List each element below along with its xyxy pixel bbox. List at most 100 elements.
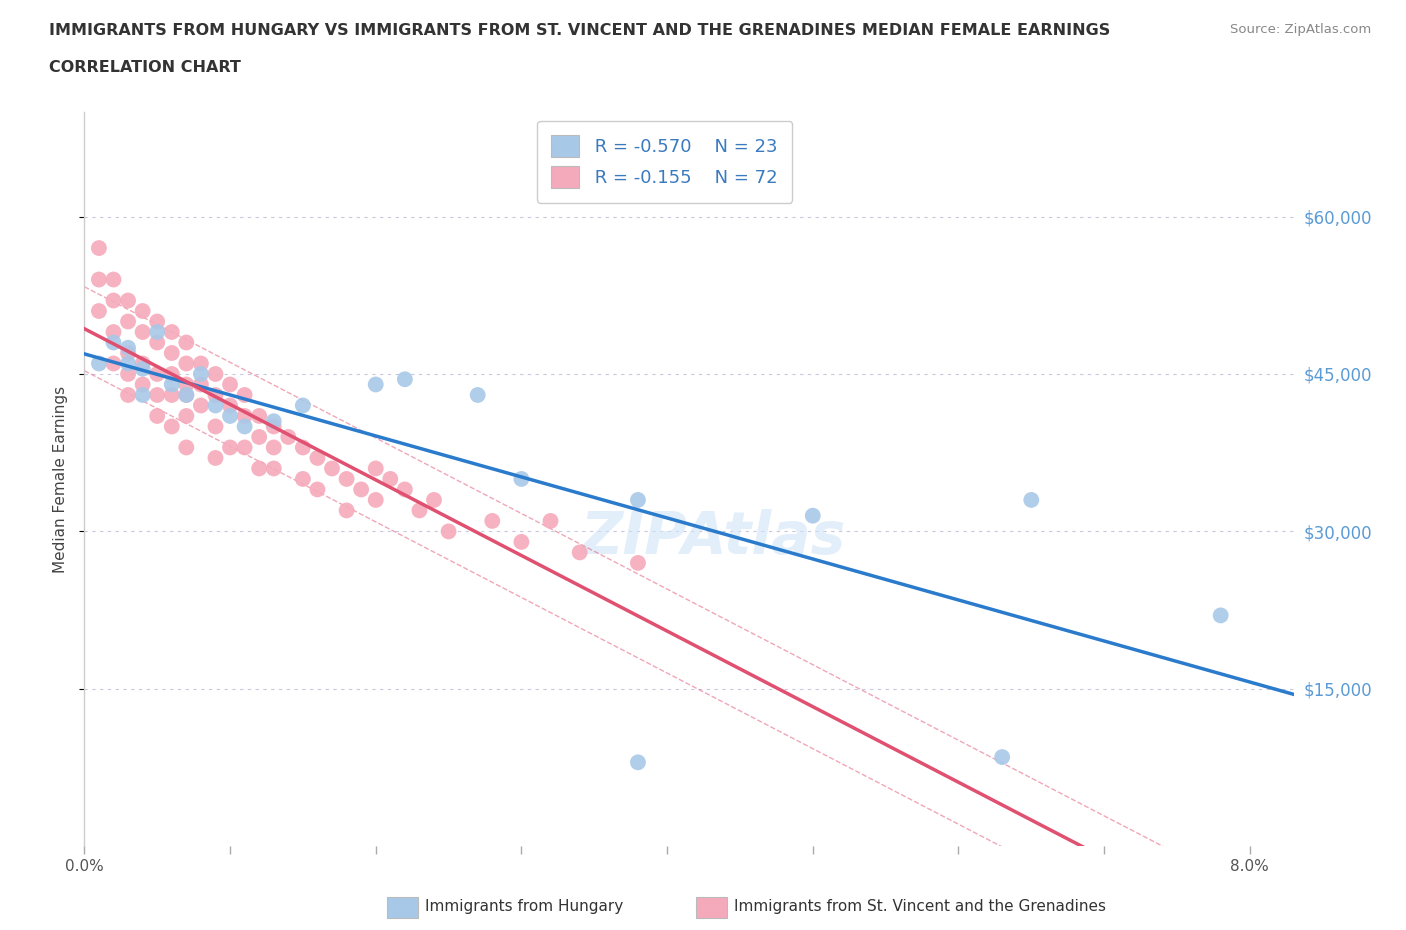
Point bbox=[131, 356, 153, 371]
Point bbox=[190, 377, 212, 392]
Point bbox=[204, 366, 226, 381]
Point bbox=[394, 372, 416, 387]
Point bbox=[364, 461, 387, 476]
Point bbox=[364, 493, 387, 508]
Point bbox=[87, 272, 110, 287]
Point bbox=[204, 450, 226, 465]
Point bbox=[510, 472, 533, 486]
Text: ZIPAtlas: ZIPAtlas bbox=[581, 510, 846, 566]
Point bbox=[350, 482, 373, 497]
Point bbox=[176, 377, 198, 392]
Point bbox=[204, 398, 226, 413]
Point bbox=[204, 388, 226, 403]
Point bbox=[103, 272, 125, 287]
Point bbox=[117, 366, 139, 381]
Point bbox=[307, 450, 329, 465]
Point bbox=[146, 314, 169, 329]
Point bbox=[160, 388, 183, 403]
Y-axis label: Median Female Earnings: Median Female Earnings bbox=[53, 385, 69, 573]
Point bbox=[394, 482, 416, 497]
Point bbox=[233, 440, 256, 455]
Point bbox=[131, 325, 153, 339]
Point bbox=[1209, 608, 1232, 623]
Point bbox=[87, 241, 110, 256]
Point bbox=[321, 461, 343, 476]
Point bbox=[160, 346, 183, 361]
Point bbox=[103, 293, 125, 308]
Text: Source: ZipAtlas.com: Source: ZipAtlas.com bbox=[1230, 23, 1371, 36]
Point bbox=[540, 513, 562, 528]
Point bbox=[467, 388, 489, 403]
Point bbox=[117, 293, 139, 308]
Point bbox=[219, 440, 242, 455]
Point bbox=[176, 356, 198, 371]
Text: Immigrants from Hungary: Immigrants from Hungary bbox=[425, 899, 623, 914]
Point bbox=[176, 408, 198, 423]
Point bbox=[247, 408, 270, 423]
Point bbox=[117, 388, 139, 403]
Point bbox=[103, 356, 125, 371]
Point bbox=[233, 419, 256, 434]
Point bbox=[87, 356, 110, 371]
Point bbox=[146, 335, 169, 350]
Point bbox=[219, 408, 242, 423]
Point bbox=[263, 419, 285, 434]
Point bbox=[117, 314, 139, 329]
Point bbox=[481, 513, 503, 528]
Point bbox=[176, 388, 198, 403]
Point bbox=[131, 303, 153, 318]
Point bbox=[160, 366, 183, 381]
Text: IMMIGRANTS FROM HUNGARY VS IMMIGRANTS FROM ST. VINCENT AND THE GRENADINES MEDIAN: IMMIGRANTS FROM HUNGARY VS IMMIGRANTS FR… bbox=[49, 23, 1111, 38]
Point bbox=[291, 440, 314, 455]
Text: CORRELATION CHART: CORRELATION CHART bbox=[49, 60, 240, 75]
Point bbox=[146, 388, 169, 403]
Point bbox=[103, 325, 125, 339]
Point bbox=[291, 398, 314, 413]
Point bbox=[160, 377, 183, 392]
Point bbox=[204, 419, 226, 434]
Point bbox=[263, 414, 285, 429]
Point bbox=[176, 388, 198, 403]
Point bbox=[131, 377, 153, 392]
Point bbox=[131, 362, 153, 377]
Point bbox=[437, 524, 460, 538]
Point bbox=[568, 545, 591, 560]
Point bbox=[117, 356, 139, 371]
Point bbox=[117, 346, 139, 361]
Point bbox=[991, 750, 1014, 764]
Point bbox=[627, 555, 650, 570]
Point bbox=[423, 493, 446, 508]
Point bbox=[146, 325, 169, 339]
Point bbox=[247, 430, 270, 445]
Point bbox=[146, 366, 169, 381]
Point bbox=[364, 377, 387, 392]
Point bbox=[307, 482, 329, 497]
Point bbox=[263, 461, 285, 476]
Point bbox=[336, 503, 359, 518]
Point bbox=[510, 535, 533, 550]
Point bbox=[219, 377, 242, 392]
Point bbox=[1019, 493, 1042, 508]
Point bbox=[291, 472, 314, 486]
Point bbox=[219, 398, 242, 413]
Point bbox=[160, 419, 183, 434]
Point bbox=[263, 440, 285, 455]
Point bbox=[190, 366, 212, 381]
Point bbox=[131, 388, 153, 403]
Point bbox=[160, 325, 183, 339]
Point bbox=[336, 472, 359, 486]
Point bbox=[190, 356, 212, 371]
Point bbox=[408, 503, 430, 518]
Point bbox=[117, 340, 139, 355]
Point bbox=[146, 408, 169, 423]
Point bbox=[190, 398, 212, 413]
Point bbox=[627, 493, 650, 508]
Point bbox=[103, 335, 125, 350]
Point bbox=[627, 755, 650, 770]
Point bbox=[87, 303, 110, 318]
Point bbox=[176, 440, 198, 455]
Point bbox=[380, 472, 402, 486]
Point bbox=[277, 430, 299, 445]
Point bbox=[233, 388, 256, 403]
Point bbox=[176, 335, 198, 350]
